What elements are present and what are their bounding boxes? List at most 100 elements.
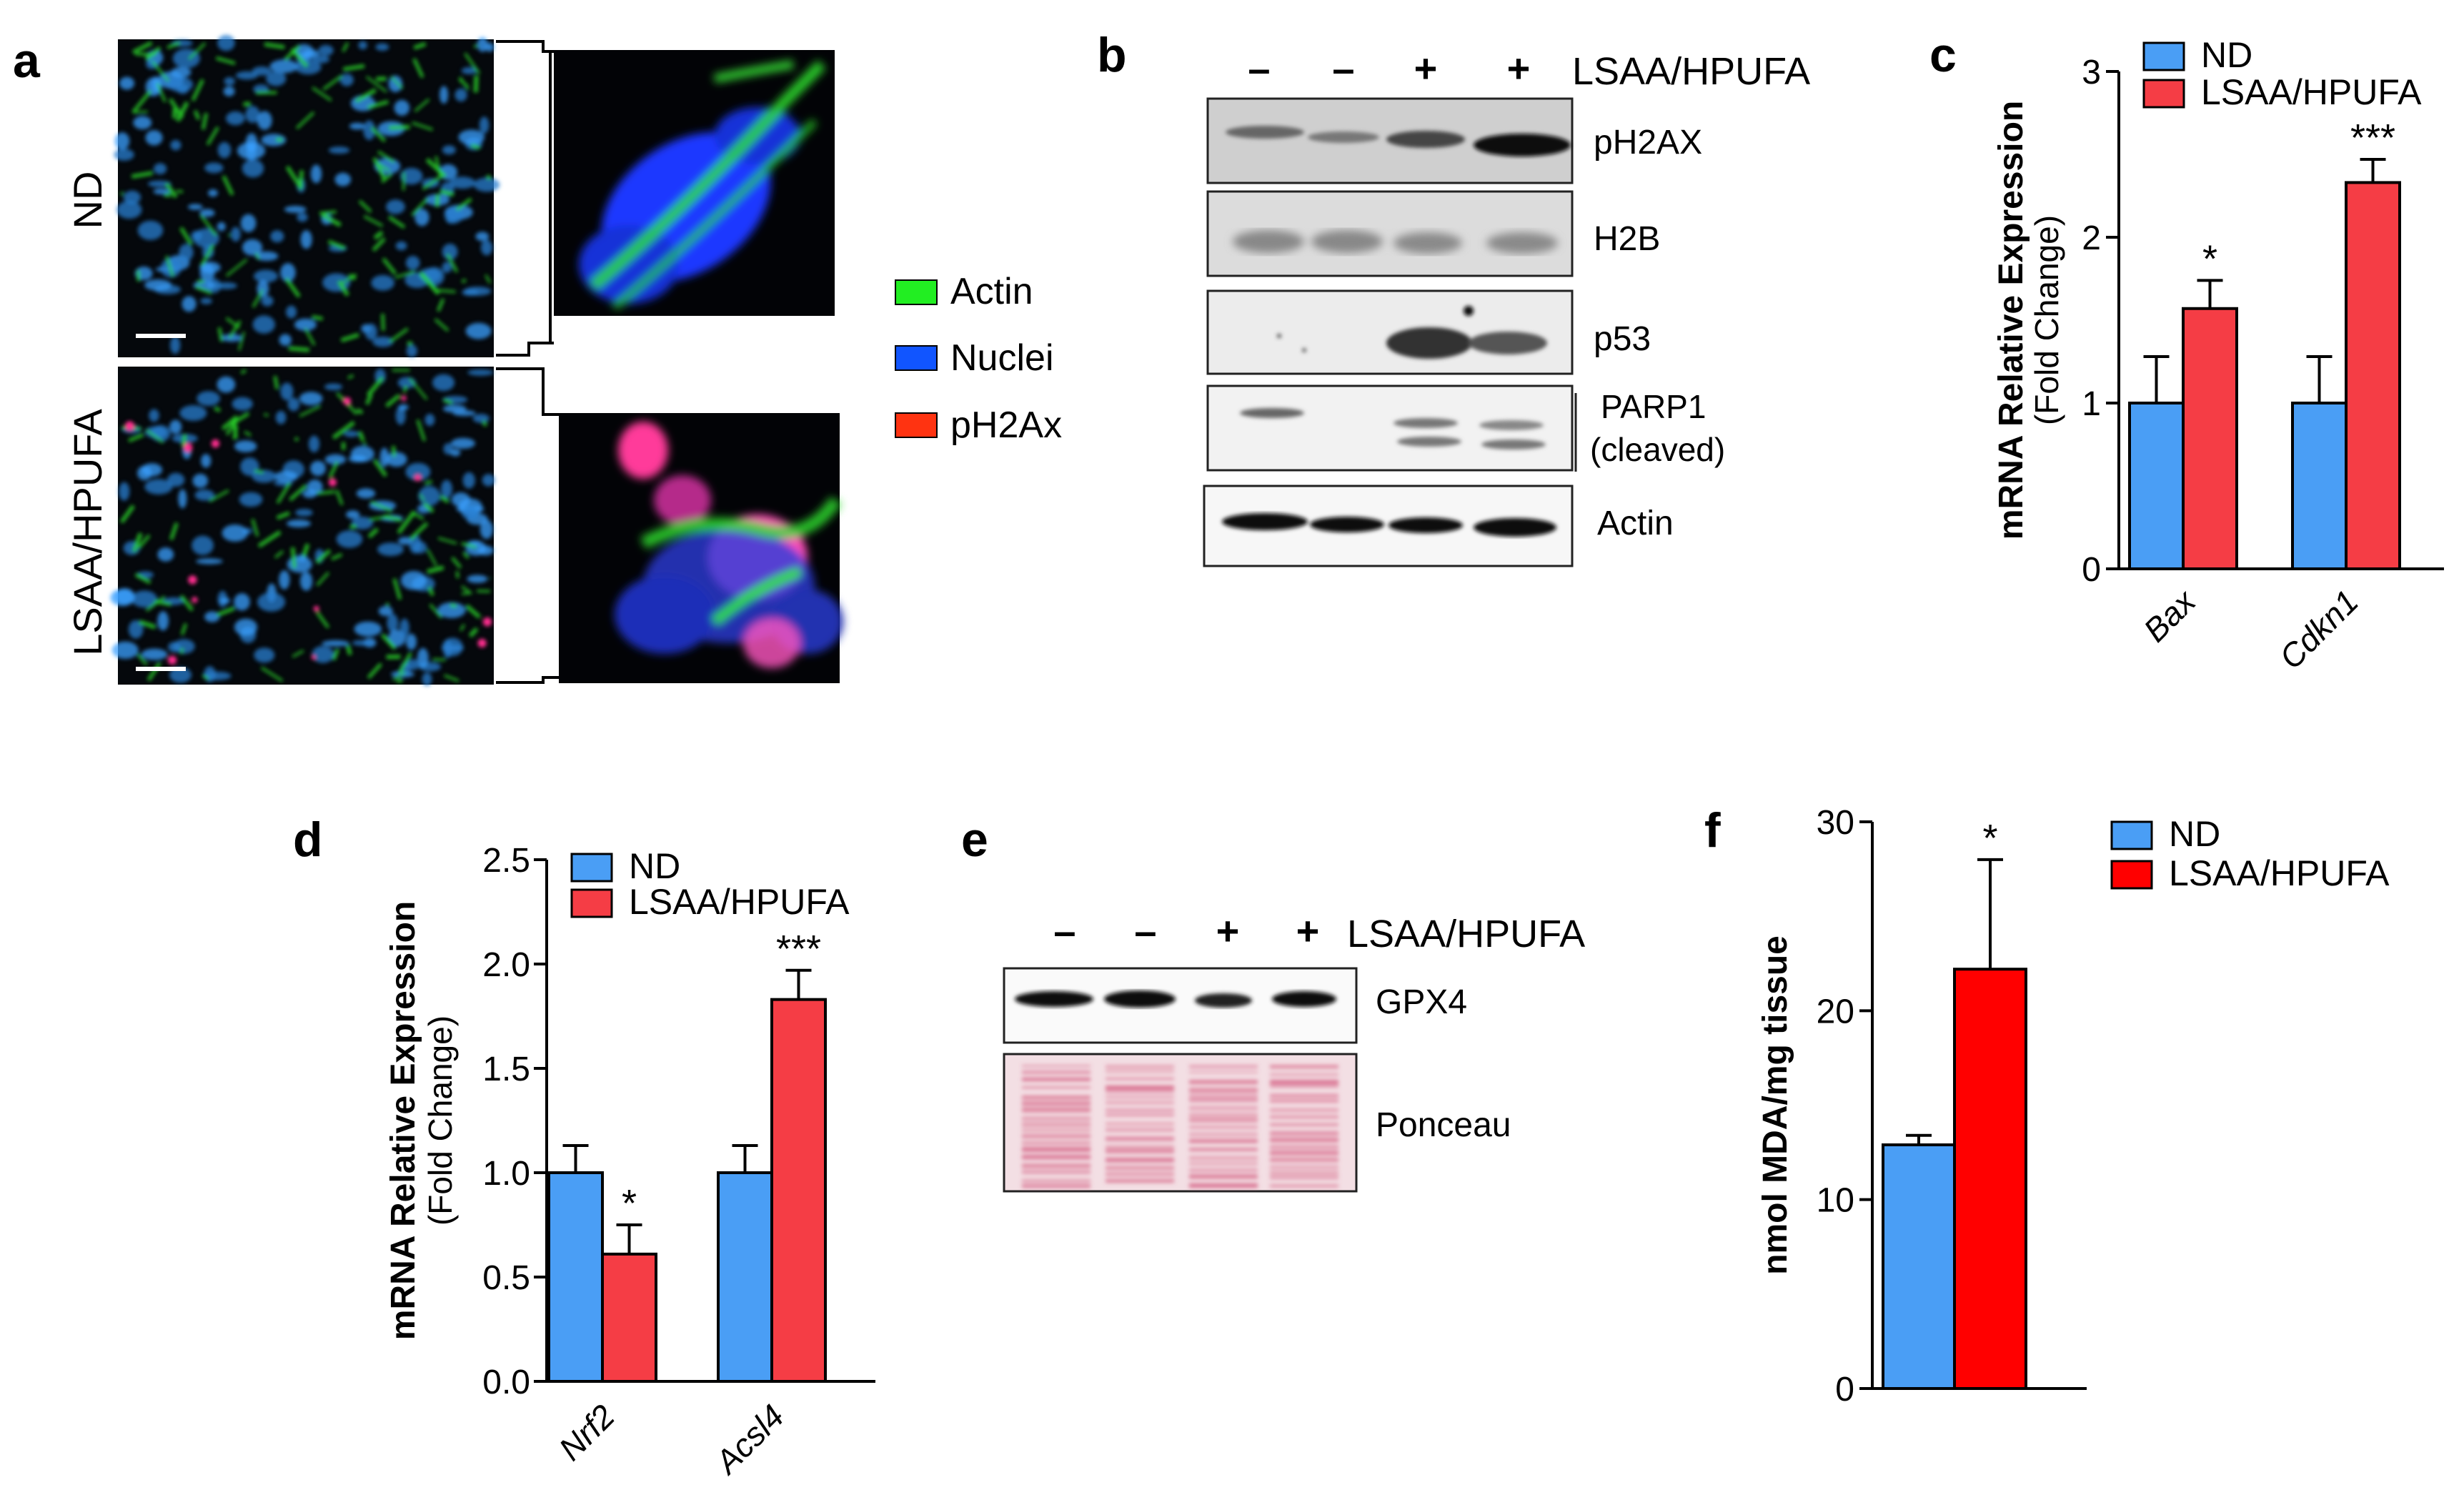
legend-label: LSAA/HPUFA (629, 882, 850, 922)
blot-label-gpx4: GPX4 (1376, 983, 1467, 1021)
y-axis-label-2: (Fold Change) (2028, 215, 2065, 425)
channel-legend: Actin Nuclei pH2Ax (895, 271, 1062, 446)
category-label: Cdkn1 (2272, 582, 2365, 676)
lane-sign: + (1296, 908, 1320, 953)
y-axis-label: nmol MDA/mg tissue (1757, 935, 1794, 1275)
y-tick-label: 20 (1817, 993, 1854, 1030)
treatment-label: LSAA/HPUFA (1572, 50, 1810, 93)
panel-a: a ND LSAA/HPUFA (13, 34, 1062, 686)
bar-lsaa (601, 1252, 657, 1383)
blot-label-ph2ax: pH2AX (1594, 124, 1702, 162)
category-label: Bax (2136, 582, 2203, 649)
bar-nd (1882, 1143, 1956, 1390)
legend-swatch (2142, 79, 2185, 109)
panel-letter-b: b (1097, 28, 1127, 82)
bar-lsaa (1953, 968, 2027, 1391)
y-tick-label: 1.0 (482, 1155, 530, 1193)
lane-sign: + (1216, 908, 1240, 953)
y-tick-label: 3 (2082, 54, 2101, 91)
category-label: Nrf2 (552, 1397, 622, 1467)
blot-label-parp1-cleaved: (cleaved) (1590, 431, 1725, 468)
significance-label: * (2202, 237, 2217, 280)
blot-label-ponceau: Ponceau (1376, 1106, 1511, 1144)
panel-d: d 0.0 0.5 1.0 1.5 2.0 2.5 mRNA Relative Expres… (293, 813, 875, 1482)
bar-nd (2291, 402, 2348, 570)
legend-label: ND (629, 846, 680, 886)
y-axis-label-2: (Fold Change) (422, 1015, 459, 1226)
blot-p53 (1206, 289, 1574, 375)
legend-swatch (570, 853, 613, 883)
significance-label: * (622, 1182, 637, 1225)
legend-swatch (2110, 860, 2153, 890)
y-tick-label: 2.0 (482, 946, 530, 984)
blot-label-parp1: PARP1 (1601, 388, 1706, 425)
legend-label: ND (2201, 35, 2252, 75)
legend-swatch (570, 888, 613, 918)
zoom-bracket-nd (496, 40, 554, 357)
lane-sign: + (1414, 46, 1438, 91)
y-tick-label: 2 (2082, 219, 2101, 257)
legend-label: LSAA/HPUFA (2201, 72, 2422, 112)
y-tick-label: 2.5 (482, 842, 530, 880)
bar-lsaa (2345, 181, 2401, 570)
panel-letter-c: c (1929, 28, 1957, 82)
blot-gpx4 (1003, 967, 1358, 1044)
legend-swatch (2142, 41, 2185, 71)
bar-nd (2128, 402, 2185, 570)
zoom-inset-nd (554, 50, 835, 316)
lane-sign: – (1053, 908, 1075, 953)
blot-ph2ax (1206, 97, 1574, 184)
row-label-lsaa: LSAA/HPUFA (65, 409, 110, 656)
y-axis-label: mRNA Relative Expression (384, 901, 422, 1340)
treatment-label: LSAA/HPUFA (1347, 913, 1585, 955)
bar-nd (717, 1171, 773, 1383)
y-tick-label: 1.5 (482, 1051, 530, 1088)
y-tick-label: 1 (2082, 385, 2101, 423)
legend-swatch-actin (895, 279, 938, 305)
lane-sign: – (1332, 46, 1354, 91)
lane-sign: + (1507, 46, 1531, 91)
legend-label: LSAA/HPUFA (2169, 853, 2390, 893)
panel-letter-e: e (961, 813, 988, 867)
legend-swatch-nuclei (895, 345, 938, 371)
significance-label: * (1982, 817, 1997, 860)
lane-sign: – (1134, 908, 1156, 953)
legend-label-nuclei: Nuclei (950, 337, 1054, 379)
micrograph-nd (114, 34, 500, 357)
blot-label-h2b: H2B (1594, 220, 1660, 258)
legend-swatch-ph2ax (895, 412, 938, 438)
significance-label: *** (2350, 116, 2395, 159)
blot-label-p53: p53 (1594, 320, 1651, 358)
panel-letter-f: f (1704, 803, 1721, 858)
blot-h2b (1206, 190, 1574, 277)
y-tick-label: 0 (1835, 1371, 1854, 1409)
row-label-nd: ND (65, 172, 110, 229)
significance-label: *** (776, 928, 821, 970)
panel-e: e – – + + LSAA/HPUFA GPX4 Ponceau (961, 813, 1585, 1193)
legend-label: ND (2169, 814, 2220, 854)
zoom-bracket-lsaa (496, 367, 559, 684)
y-tick-label: 30 (1817, 804, 1854, 842)
y-tick-label: 10 (1817, 1182, 1854, 1220)
panel-letter-d: d (293, 813, 323, 867)
lane-sign: – (1248, 46, 1270, 91)
y-tick-label: 0 (2082, 551, 2101, 589)
blot-actin (1203, 485, 1574, 567)
y-tick-label: 0.5 (482, 1259, 530, 1297)
legend-swatch (2110, 820, 2153, 850)
panel-letter-a: a (13, 34, 41, 88)
legend-label-actin: Actin (950, 271, 1033, 312)
bar-nd (547, 1171, 604, 1383)
y-tick-label: 0.0 (482, 1364, 530, 1401)
bar-lsaa (2182, 307, 2238, 570)
y-axis-label: mRNA Relative Expression (1992, 101, 2030, 540)
panel-c: c 0 1 2 3 mRNA Relative Expression(Fold Chan… (1929, 28, 2444, 676)
bar-lsaa (770, 998, 827, 1383)
category-label: Acsl4 (707, 1397, 791, 1481)
legend-label-ph2ax: pH2Ax (950, 404, 1062, 446)
zoom-inset-lsaa (559, 413, 843, 683)
blot-ponceau (1003, 1053, 1358, 1193)
blot-parp1 (1206, 384, 1577, 472)
